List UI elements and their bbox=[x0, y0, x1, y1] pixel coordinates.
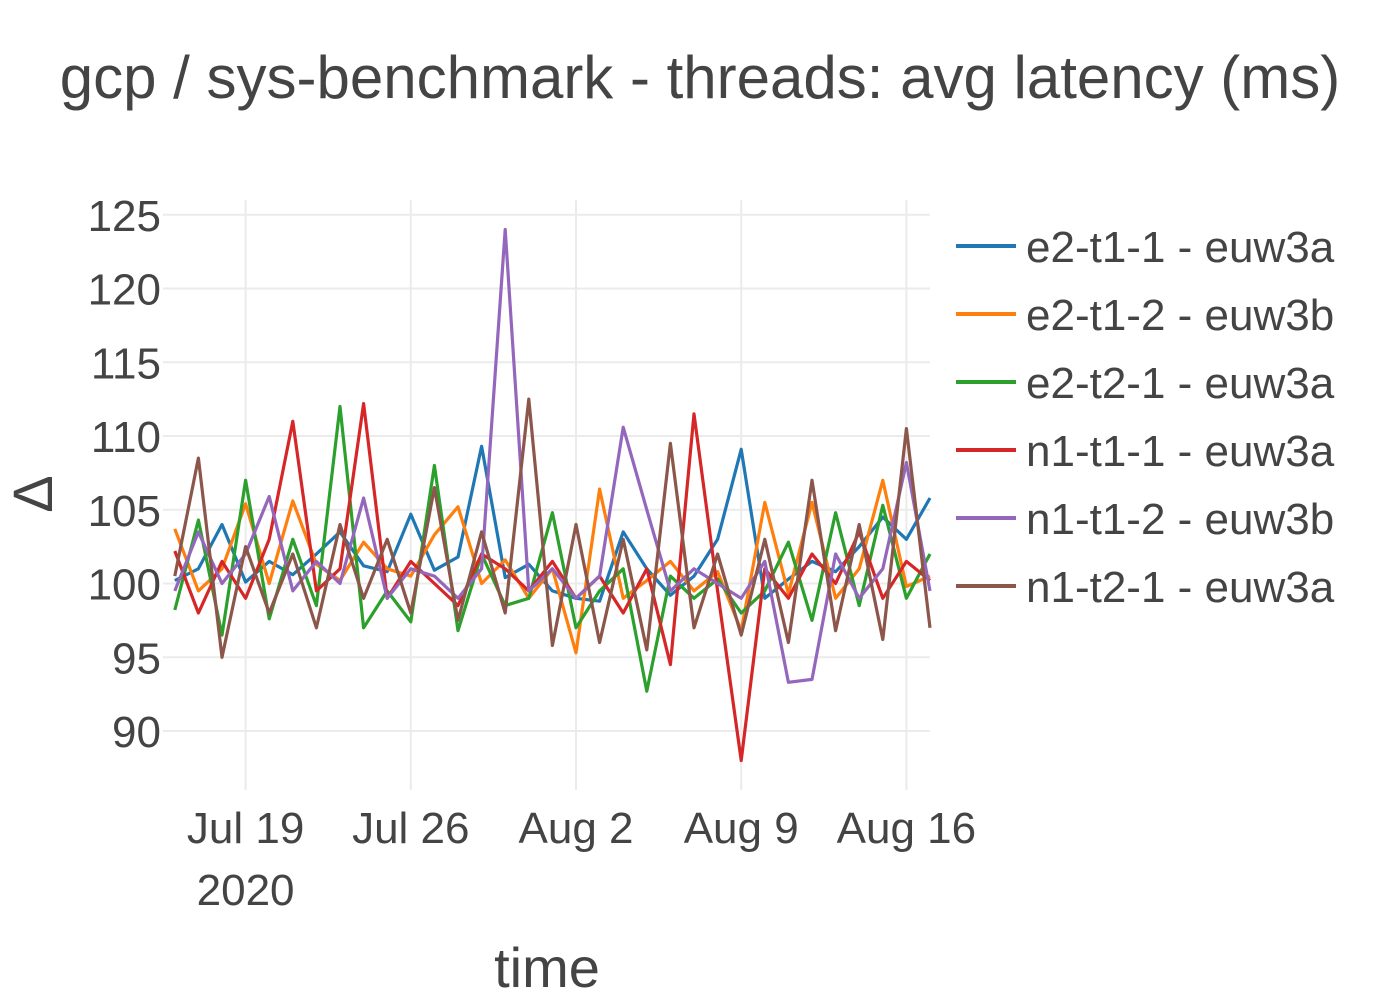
chart-title: gcp / sys-benchmark - threads: avg laten… bbox=[59, 44, 1341, 111]
y-tick-label: 110 bbox=[91, 413, 161, 462]
y-tick-label: 115 bbox=[91, 339, 161, 388]
x-tick-sublabel: 2020 bbox=[197, 866, 295, 915]
legend: e2-t1-1 - euw3a e2-t1-2 - euw3b e2-t2-1 - … bbox=[956, 223, 1335, 612]
series-2 bbox=[173, 404, 932, 693]
x-tick-label: Jul 19 bbox=[187, 804, 304, 853]
legend-label: e2-t1-1 - euw3a bbox=[1026, 223, 1335, 272]
series-layer bbox=[173, 227, 932, 763]
x-tick-label: Aug 2 bbox=[519, 804, 634, 853]
legend-item[interactable]: e2-t1-2 - euw3b bbox=[956, 291, 1334, 340]
series-line bbox=[173, 402, 932, 763]
y-tick-label: 100 bbox=[88, 561, 161, 610]
y-gridlines bbox=[163, 213, 930, 732]
x-axis-ticks: Jul 19 2020 Jul 26 Aug 2 Aug 9 Aug 16 bbox=[187, 804, 976, 915]
legend-label: n1-t1-1 - euw3a bbox=[1026, 427, 1335, 476]
series-5 bbox=[173, 397, 932, 659]
legend-item[interactable]: e2-t2-1 - euw3a bbox=[956, 359, 1335, 408]
x-gridlines bbox=[244, 200, 908, 790]
legend-item[interactable]: n1-t1-2 - euw3b bbox=[956, 495, 1334, 544]
legend-label: n1-t2-1 - euw3a bbox=[1026, 563, 1335, 612]
y-tick-label: 125 bbox=[88, 192, 161, 241]
legend-label: e2-t2-1 - euw3a bbox=[1026, 359, 1335, 408]
y-tick-label: 120 bbox=[88, 266, 161, 315]
y-axis-ticks: 90 95 100 105 110 115 120 125 bbox=[88, 192, 161, 757]
series-3 bbox=[173, 402, 932, 763]
x-axis-title: time bbox=[494, 936, 600, 999]
legend-item[interactable]: n1-t1-1 - euw3a bbox=[956, 427, 1335, 476]
x-tick-label: Jul 26 bbox=[352, 804, 469, 853]
legend-item[interactable]: n1-t2-1 - euw3a bbox=[956, 563, 1335, 612]
y-tick-label: 90 bbox=[112, 708, 161, 757]
y-tick-label: 95 bbox=[112, 634, 161, 683]
series-4 bbox=[173, 227, 932, 684]
legend-label: n1-t1-2 - euw3b bbox=[1026, 495, 1334, 544]
y-tick-label: 105 bbox=[88, 487, 161, 536]
series-line bbox=[173, 227, 932, 684]
x-tick-label: Aug 9 bbox=[684, 804, 799, 853]
y-axis-title: Δ bbox=[1, 475, 64, 512]
legend-label: e2-t1-2 - euw3b bbox=[1026, 291, 1334, 340]
x-tick-label: Aug 16 bbox=[837, 804, 976, 853]
series-line bbox=[173, 397, 932, 659]
series-line bbox=[173, 404, 932, 693]
legend-item[interactable]: e2-t1-1 - euw3a bbox=[956, 223, 1335, 272]
